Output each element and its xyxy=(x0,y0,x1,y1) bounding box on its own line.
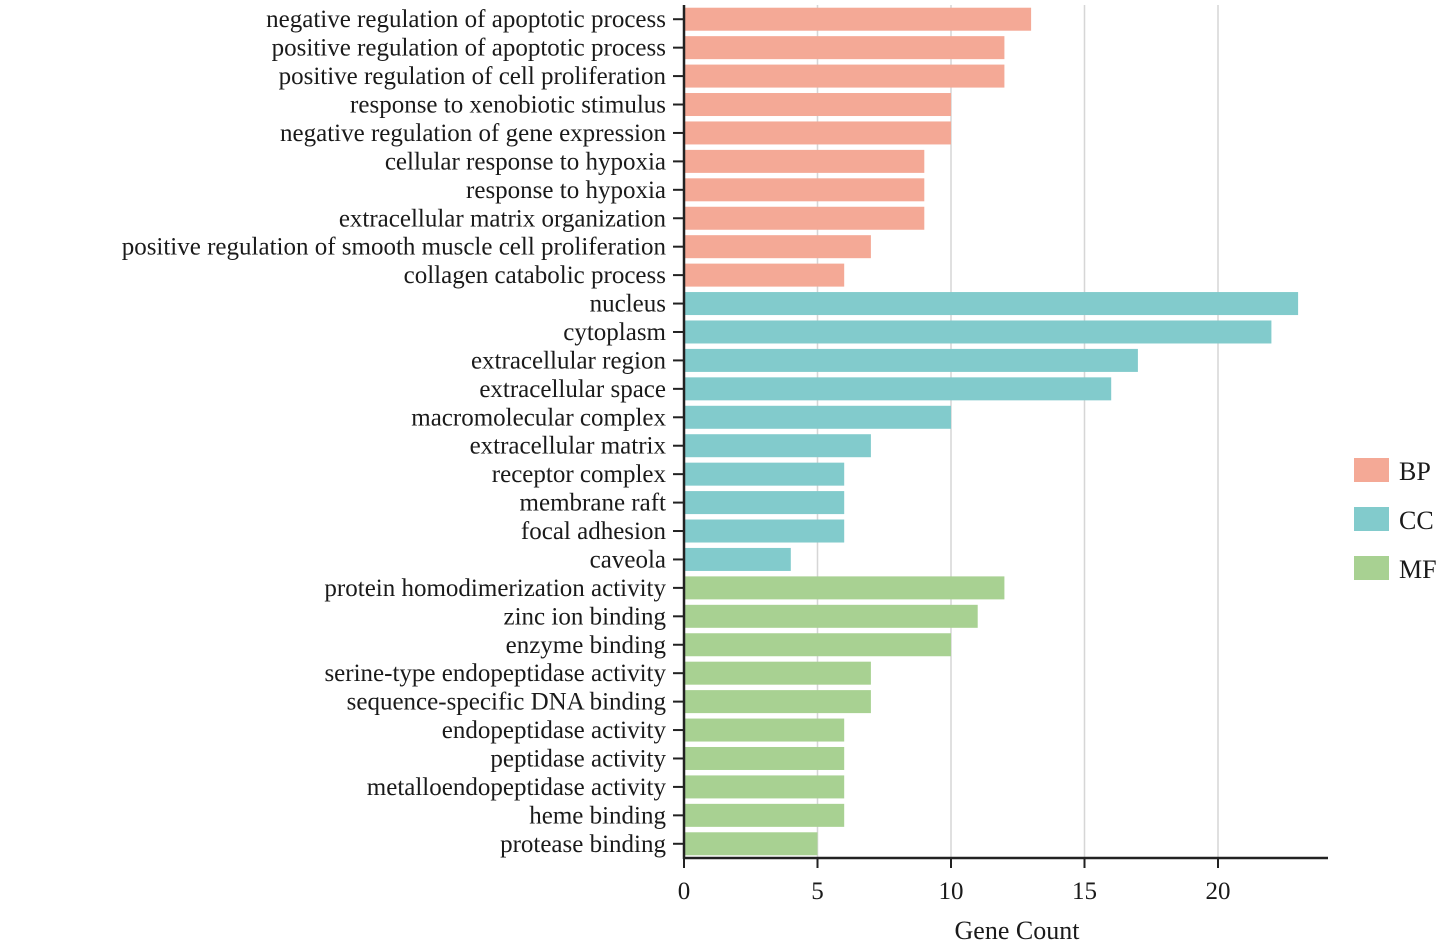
bar-4 xyxy=(685,93,951,117)
bar-12 xyxy=(685,320,1272,344)
category-label: caveola xyxy=(590,546,666,573)
bar-24 xyxy=(685,661,871,685)
bar-23 xyxy=(685,633,951,657)
x-tick-label: 0 xyxy=(678,878,691,905)
category-label: receptor complex xyxy=(492,461,667,488)
bar-9 xyxy=(685,235,871,259)
bar-30 xyxy=(685,832,818,856)
category-label: cytoplasm xyxy=(563,319,666,346)
legend-label-cc: CC xyxy=(1399,506,1434,535)
bar-13 xyxy=(685,348,1138,372)
bar-7 xyxy=(685,178,925,202)
bar-16 xyxy=(685,434,871,458)
x-tick-label: 20 xyxy=(1206,878,1231,905)
legend-label-mf: MF xyxy=(1399,555,1437,584)
category-label: extracellular matrix organization xyxy=(339,205,667,232)
bar-5 xyxy=(685,121,951,145)
category-label: protease binding xyxy=(500,831,666,858)
category-label: peptidase activity xyxy=(490,745,666,772)
bar-1 xyxy=(685,7,1032,31)
category-label: extracellular region xyxy=(471,347,667,374)
bar-26 xyxy=(685,718,845,742)
x-tick-label: 15 xyxy=(1072,878,1097,905)
legend-swatch-cc xyxy=(1354,507,1389,531)
category-label: protein homodimerization activity xyxy=(324,575,666,602)
bar-22 xyxy=(685,604,978,628)
category-label: focal adhesion xyxy=(521,518,667,545)
category-label: serine-type endopeptidase activity xyxy=(324,660,666,687)
category-labels: negative regulation of apoptotic process… xyxy=(122,6,667,858)
bars xyxy=(685,7,1299,856)
x-ticks: 0 5 10 15 20 xyxy=(678,858,1231,905)
category-label: enzyme binding xyxy=(506,632,667,659)
grid-lines xyxy=(816,5,1219,858)
bar-21 xyxy=(685,576,1005,600)
category-label: extracellular matrix xyxy=(470,433,667,460)
bar-17 xyxy=(685,462,845,486)
legend-swatch-bp xyxy=(1354,458,1389,482)
category-label: response to hypoxia xyxy=(466,177,666,204)
bar-20 xyxy=(685,547,791,571)
category-label: collagen catabolic process xyxy=(404,262,666,289)
bar-28 xyxy=(685,775,845,799)
axes xyxy=(673,5,1328,860)
bar-14 xyxy=(685,377,1112,401)
category-label: nucleus xyxy=(590,291,666,318)
bar-2 xyxy=(685,36,1005,60)
bar-25 xyxy=(685,690,871,714)
category-label: endopeptidase activity xyxy=(442,717,667,744)
bar-29 xyxy=(685,803,845,827)
category-label: sequence-specific DNA binding xyxy=(347,689,667,716)
bar-10 xyxy=(685,263,845,287)
bar-11 xyxy=(685,292,1299,316)
legend-swatch-mf xyxy=(1354,556,1389,580)
category-label: macromolecular complex xyxy=(411,404,666,431)
bar-15 xyxy=(685,405,951,429)
x-tick-label: 5 xyxy=(811,878,824,905)
x-axis-title: Gene Count xyxy=(955,916,1081,945)
bar-8 xyxy=(685,206,925,230)
category-label: negative regulation of apoptotic process xyxy=(266,6,666,33)
category-label: positive regulation of smooth muscle cel… xyxy=(122,234,667,261)
legend: BP CC MF xyxy=(1354,457,1437,584)
x-tick-label: 10 xyxy=(939,878,964,905)
bar-18 xyxy=(685,491,845,515)
legend-label-bp: BP xyxy=(1399,457,1431,486)
category-label: response to xenobiotic stimulus xyxy=(350,92,666,119)
bar-19 xyxy=(685,519,845,543)
bar-3 xyxy=(685,64,1005,88)
category-label: heme binding xyxy=(529,802,666,829)
category-label: metalloendopeptidase activity xyxy=(367,774,667,801)
category-label: negative regulation of gene expression xyxy=(280,120,666,147)
bar-27 xyxy=(685,746,845,770)
category-label: extracellular space xyxy=(479,376,666,403)
category-label: cellular response to hypoxia xyxy=(385,148,666,175)
category-label: zinc ion binding xyxy=(504,603,667,630)
category-label: positive regulation of cell proliferatio… xyxy=(279,63,667,90)
bar-6 xyxy=(685,149,925,173)
category-label: membrane raft xyxy=(520,490,667,517)
category-label: positive regulation of apoptotic process xyxy=(272,35,666,62)
